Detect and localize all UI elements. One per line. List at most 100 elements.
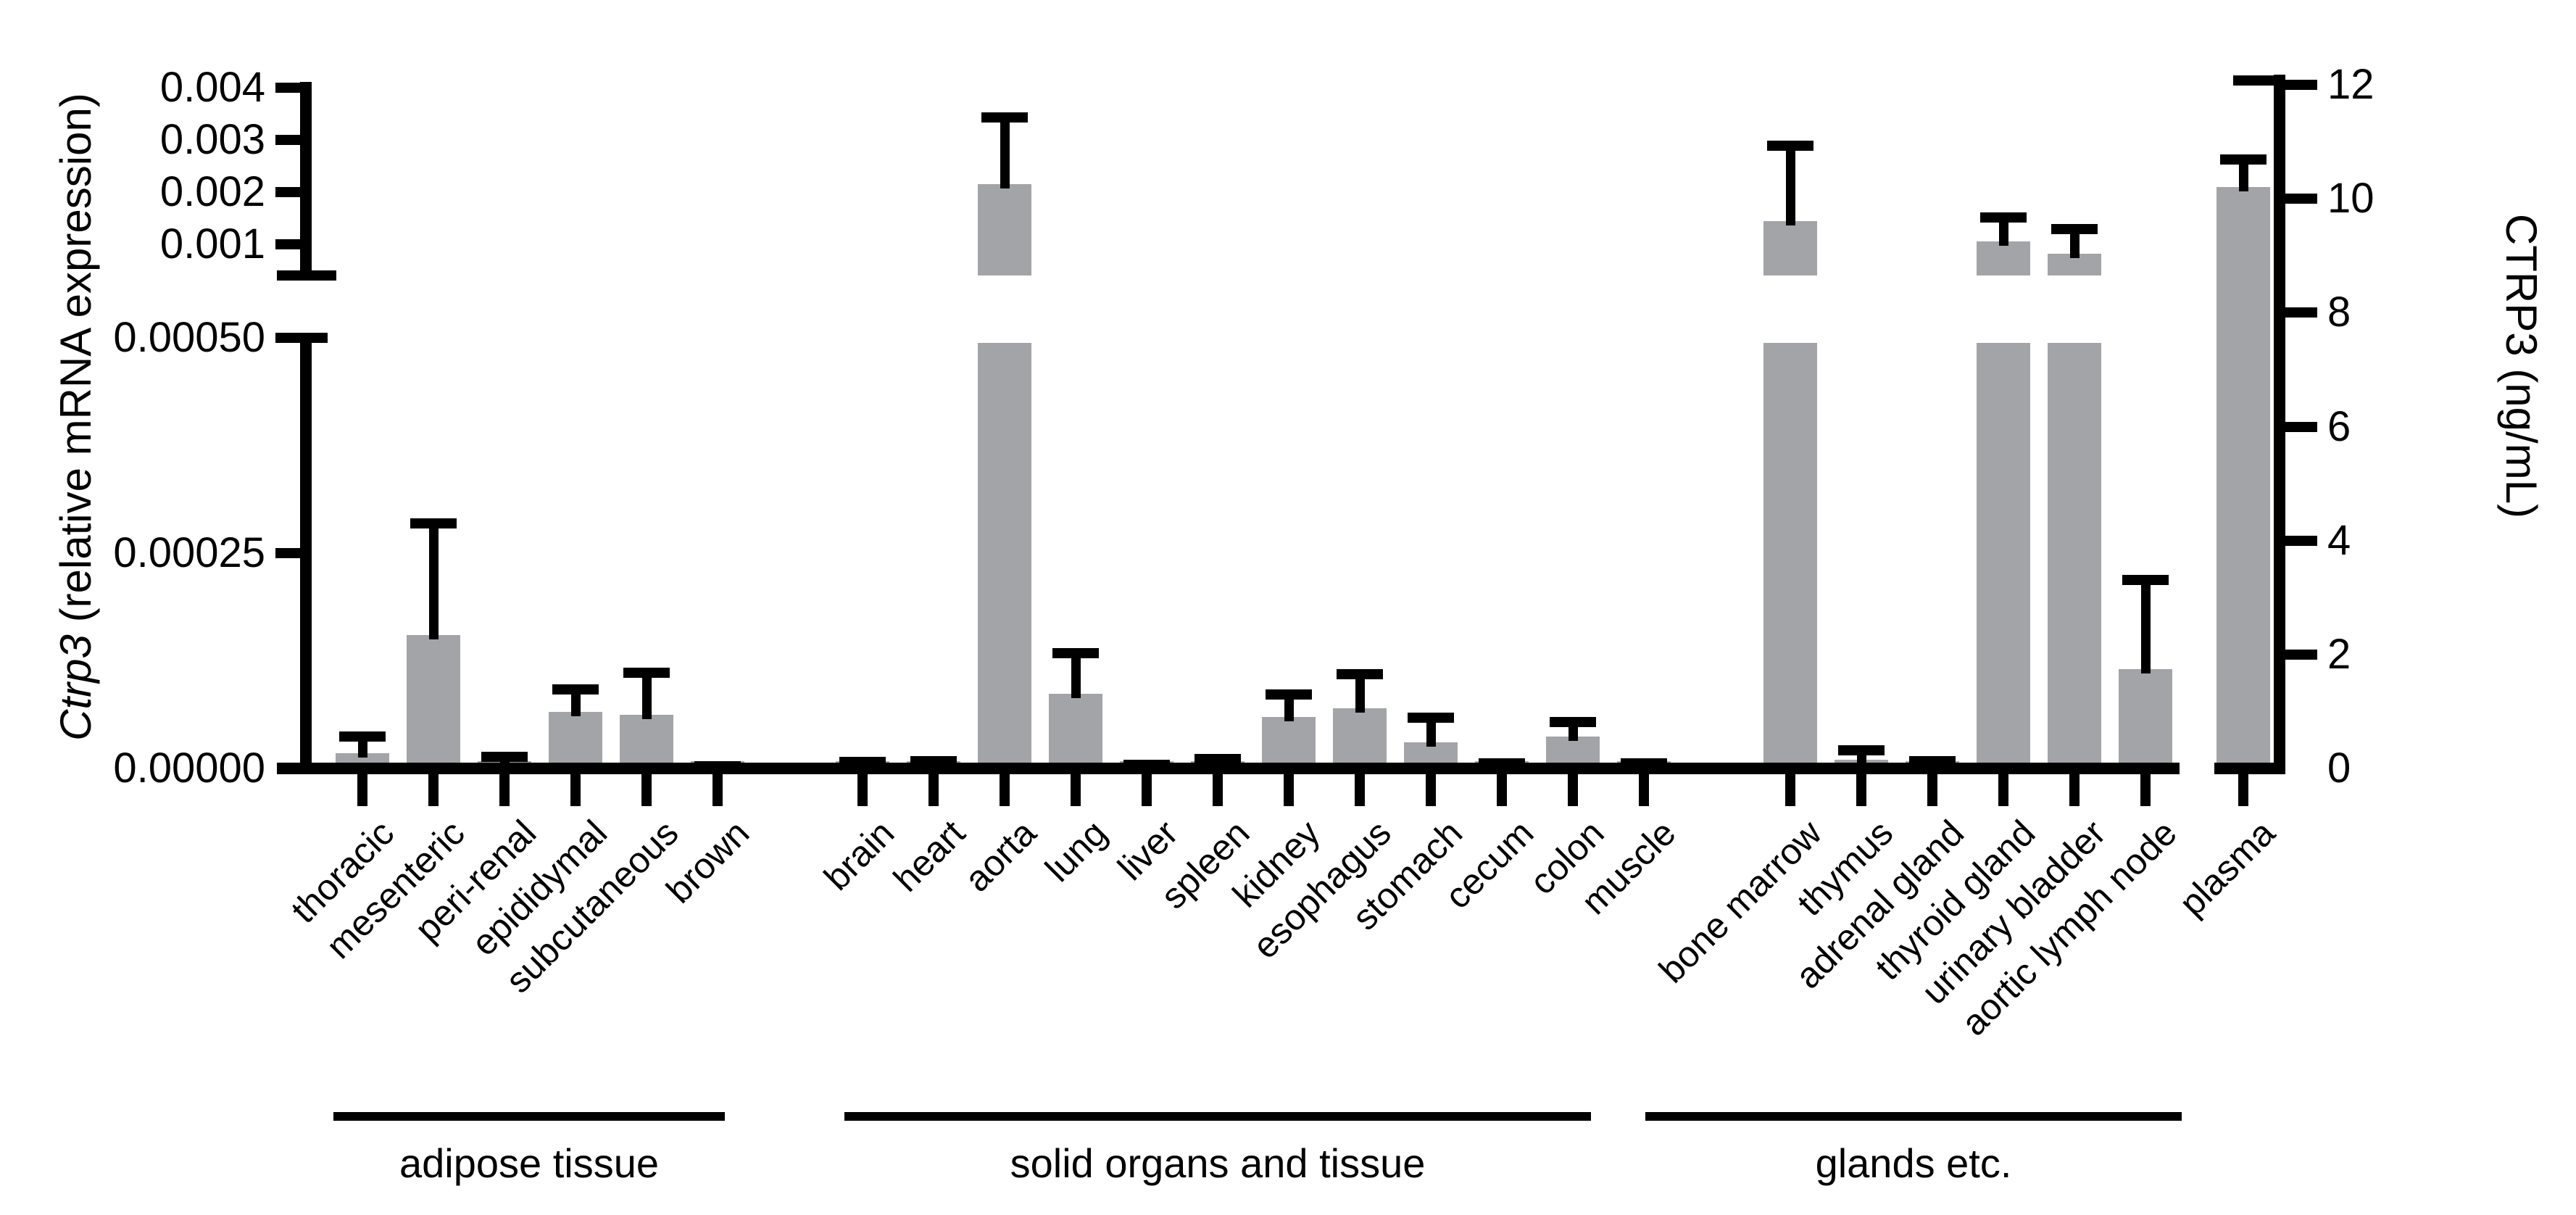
group-caption-0: adipose tissue — [399, 1140, 660, 1186]
bar-plasma — [2216, 187, 2270, 763]
error-bar-heart-cap — [910, 756, 957, 767]
left-axis-lower-tick — [275, 333, 328, 343]
x-tick-urinary-bladder — [2069, 774, 2080, 806]
x-axis-baseline — [277, 763, 2180, 774]
right-axis-tick-label: 12 — [2327, 61, 2375, 109]
x-tick-peri-renal — [499, 774, 510, 806]
error-bar-bone-marrow-stem — [1785, 145, 1795, 225]
x-tick-cecum — [1497, 774, 1507, 806]
x-tick-stomach — [1426, 774, 1436, 806]
right-axis-tick-label: 2 — [2327, 630, 2351, 678]
error-bar-plasma-stem — [2238, 159, 2248, 192]
error-bar-liver-cap — [1123, 760, 1170, 771]
error-bar-muscle-cap — [1621, 758, 1667, 768]
x-label-lung: lung — [1037, 812, 1115, 890]
bar-aortic-lymph-node — [2119, 669, 2172, 763]
error-bar-aorta-cap — [981, 112, 1028, 123]
left-axis-lower-tick — [275, 548, 312, 558]
bar-bone-marrow-upper — [1763, 220, 1817, 275]
right-axis-tick-label: 0 — [2327, 745, 2351, 792]
group-underline-0 — [333, 1112, 725, 1121]
x-tick-colon — [1568, 774, 1578, 806]
error-bar-thyroid-gland-cap — [1980, 212, 2027, 223]
right-axis-tick — [2284, 80, 2317, 91]
left-axis-upper-tick-label: 0.002 — [159, 168, 265, 215]
x-tick-spleen — [1213, 774, 1223, 806]
bar-mesenteric — [407, 634, 460, 763]
error-bar-spleen-cap — [1194, 753, 1241, 764]
left-axis-upper-segment — [300, 82, 312, 281]
x-tick-mesenteric — [428, 774, 439, 806]
group-underline-2 — [1645, 1112, 2182, 1121]
x-tick-brown — [712, 774, 723, 806]
error-bar-kidney-cap — [1266, 689, 1312, 700]
left-axis-break-cap — [277, 270, 336, 281]
error-bar-brown-cap — [694, 761, 741, 772]
group-underline-1 — [844, 1112, 1591, 1121]
x-tick-esophagus — [1355, 774, 1365, 806]
x-tick-subcutaneous — [641, 774, 652, 806]
error-bar-urinary-bladder-stem — [2069, 228, 2080, 258]
error-bar-aortic-lymph-node-cap — [2122, 574, 2169, 585]
left-axis-upper-tick-label: 0.001 — [159, 220, 265, 268]
error-bar-esophagus-stem — [1355, 673, 1365, 713]
x-tick-liver — [1142, 774, 1152, 806]
x-tick-thyroid-gland — [1998, 774, 2008, 806]
x-tick-adrenal-gland — [1927, 774, 1937, 806]
left-axis-lower-tick-label: 0.00000 — [113, 745, 265, 792]
bar-aorta-lower — [978, 343, 1031, 763]
error-bar-lung-stem — [1071, 652, 1081, 698]
left-axis-upper-tick — [275, 187, 312, 197]
right-axis-tick-label: 8 — [2327, 289, 2351, 336]
left-axis-upper-tick-label: 0.003 — [159, 116, 265, 163]
bar-thyroid-gland-upper — [1977, 241, 2030, 275]
right-axis-tick-label: 4 — [2327, 516, 2351, 564]
error-bar-peri-renal-cap — [481, 752, 528, 763]
error-bar-plasma-cap — [2220, 154, 2267, 165]
bar-esophagus — [1333, 708, 1387, 763]
x-label-aorta: aorta — [956, 812, 1044, 900]
error-bar-urinary-bladder-cap — [2051, 224, 2098, 235]
x-tick-bone-marrow — [1785, 774, 1795, 806]
right-axis-tick-label: 6 — [2327, 402, 2351, 450]
right-axis-tick — [2284, 649, 2317, 660]
bar-thoracic — [336, 752, 389, 763]
bar-lung — [1049, 693, 1102, 763]
error-bar-epididymal-cap — [552, 684, 599, 694]
error-bar-cecum-cap — [1479, 758, 1525, 768]
bar-thyroid-gland-lower — [1977, 343, 2030, 763]
right-axis-tick — [2284, 194, 2317, 204]
bar-urinary-bladder-lower — [2048, 343, 2101, 763]
error-bar-brain-cap — [839, 757, 886, 768]
x-tick-brain — [857, 774, 868, 806]
bar-kidney — [1262, 716, 1316, 763]
bar-epididymal — [549, 711, 602, 763]
left-axis-upper-tick — [275, 239, 312, 249]
error-bar-thyroid-gland-stem — [1998, 216, 2008, 246]
x-tick-kidney — [1284, 774, 1294, 806]
group-caption-1: solid organs and tissue — [1010, 1140, 1426, 1186]
error-bar-stomach-stem — [1426, 716, 1436, 747]
error-bar-aortic-lymph-node-stem — [2140, 579, 2151, 674]
error-bar-subcutaneous-cap — [623, 667, 670, 678]
error-bar-thymus-cap — [1838, 745, 1885, 755]
x-tick-aortic-lymph-node — [2140, 774, 2151, 806]
error-bar-aorta-stem — [1000, 116, 1010, 189]
x-tick-lung — [1071, 774, 1081, 806]
error-bar-esophagus-cap — [1337, 669, 1383, 680]
right-axis-tick — [2284, 307, 2317, 318]
x-tick-thymus — [1856, 774, 1866, 806]
left-axis-upper-tick — [275, 135, 312, 145]
right-axis-tick — [2284, 421, 2317, 432]
error-bar-adrenal-gland-cap — [1909, 756, 1956, 767]
error-bar-stomach-cap — [1408, 712, 1454, 723]
error-bar-epididymal-stem — [570, 688, 581, 716]
left-axis-upper-tick-label: 0.004 — [159, 64, 265, 111]
x-tick-aorta — [1000, 774, 1010, 806]
right-axis-tick-label: 10 — [2327, 175, 2375, 223]
left-axis-lower-tick-label: 0.00050 — [113, 314, 265, 361]
error-bar-kidney-stem — [1284, 693, 1294, 721]
error-bar-bone-marrow-cap — [1767, 141, 1813, 152]
